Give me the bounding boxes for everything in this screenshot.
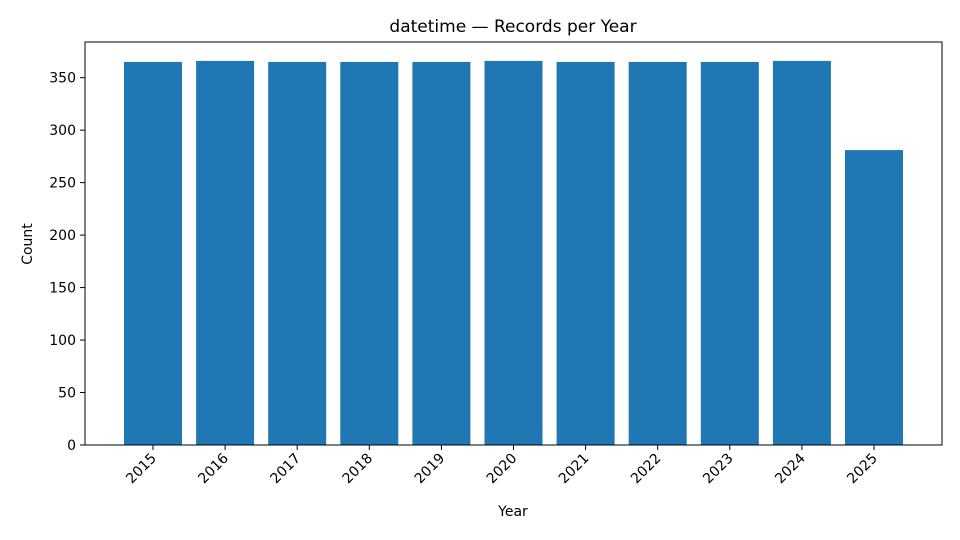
x-tick-label-2018: 2018 (340, 451, 377, 488)
x-tick-label-2019: 2019 (412, 451, 449, 488)
bar-2015 (124, 61, 182, 445)
x-tick-label-2015: 2015 (123, 451, 160, 488)
chart-title: datetime — Records per Year (389, 17, 636, 37)
y-axis: 0 50 100 150 200 250 300 350 (49, 71, 85, 454)
bars-group (124, 60, 903, 445)
x-tick-label-2024: 2024 (772, 450, 809, 487)
bar-2023 (700, 61, 759, 445)
bar-2019 (412, 61, 471, 445)
y-axis-label: Count (20, 223, 36, 265)
bar-2024 (772, 60, 831, 445)
y-tick-label-0: 0 (67, 438, 76, 454)
x-tick-label-2022: 2022 (628, 451, 665, 488)
y-tick-label-300: 300 (49, 123, 76, 139)
y-tick-label-200: 200 (49, 228, 76, 244)
y-tick-label-250: 250 (49, 176, 76, 192)
x-axis: 2015 2016 2017 2018 2019 2020 2021 2022 2023 2024… (123, 445, 881, 487)
x-axis-label: Year (497, 504, 528, 520)
x-tick-label-2021: 2021 (556, 451, 593, 488)
x-tick-label-2020: 2020 (484, 451, 521, 488)
bar-2022 (628, 61, 687, 445)
bar-2020 (484, 60, 543, 445)
x-tick-label-2023: 2023 (700, 451, 737, 488)
bar-2021 (556, 61, 615, 445)
x-tick-label-2017: 2017 (268, 451, 305, 488)
bar-2018 (340, 61, 399, 445)
y-tick-label-150: 150 (49, 281, 76, 297)
y-tick-label-50: 50 (58, 386, 76, 402)
x-tick-label-2025: 2025 (844, 451, 881, 488)
y-tick-label-100: 100 (49, 333, 76, 349)
bar-2025 (845, 150, 903, 445)
bar-2016 (196, 60, 255, 445)
y-tick-label-350: 350 (49, 71, 76, 87)
x-tick-label-2016: 2016 (195, 450, 232, 487)
bar-2017 (268, 61, 327, 445)
